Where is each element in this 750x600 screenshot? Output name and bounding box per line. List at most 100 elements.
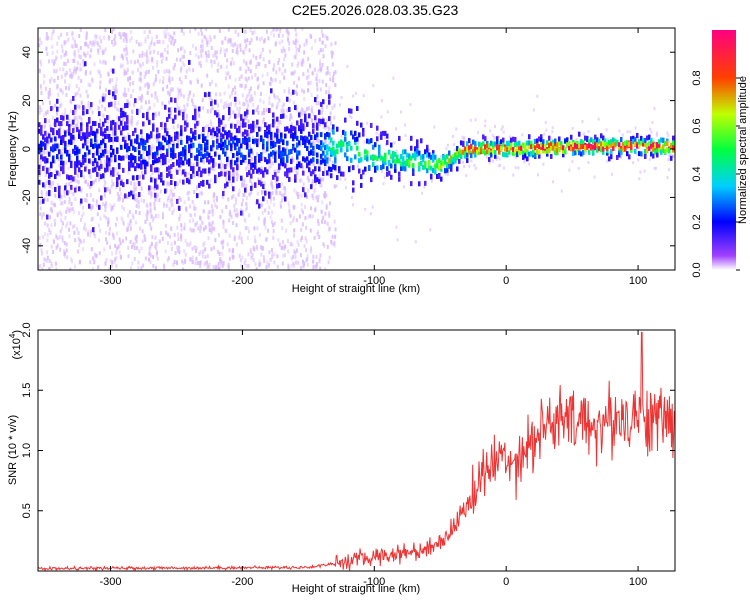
spectrogram-ridge-cell: [124, 143, 127, 149]
spectrogram-noise-cell: [293, 54, 296, 59]
spectrogram-noise-cell: [155, 177, 158, 182]
spectrogram-ridge-cell: [198, 182, 201, 188]
spectrogram-noise-cell: [327, 260, 330, 265]
spectrogram-noise-cell: [54, 69, 57, 74]
spectrogram-noise-cell: [73, 209, 76, 214]
spectrogram-ridge-cell: [202, 133, 205, 139]
spectrogram-noise-cell: [268, 165, 271, 170]
spectrogram-ridge-cell: [166, 140, 169, 146]
spectrogram-noise-cell: [666, 131, 669, 135]
spectrogram-ridge-cell: [194, 155, 197, 161]
spectrogram-ridge-cell: [112, 148, 115, 154]
spectrogram-ridge-cell: [74, 161, 77, 167]
spectrogram-ridge-cell: [472, 149, 475, 155]
spectrogram-ridge-cell: [208, 152, 211, 158]
spectrogram-noise-cell: [74, 108, 77, 113]
spectrogram-ridge-cell: [102, 173, 105, 179]
spectrogram-noise-cell: [279, 28, 282, 31]
spectrogram-ridge-cell: [292, 125, 295, 131]
spectrogram-noise-cell: [127, 87, 130, 92]
spectrogram-ridge-cell: [428, 165, 431, 171]
spectrogram-noise-cell: [149, 260, 152, 265]
spectrogram-noise-cell: [43, 150, 46, 155]
spectrogram-noise-cell: [319, 48, 322, 53]
spectrogram-noise-cell: [399, 110, 402, 114]
spectrogram-noise-cell: [330, 42, 333, 47]
spectrogram-ridge-cell: [306, 156, 309, 162]
spectrogram-noise-cell: [182, 109, 185, 114]
spectrogram-noise-cell: [293, 250, 296, 255]
spectrogram-noise-cell: [141, 93, 144, 98]
spectrogram-noise-cell: [293, 228, 296, 233]
spectrogram-ridge-cell: [408, 162, 411, 168]
spectrogram-ridge-cell: [308, 139, 311, 145]
spectrogram-ridge-cell: [82, 110, 85, 116]
spectrogram-noise-cell: [331, 54, 334, 59]
spectrogram-noise-cell: [372, 84, 375, 88]
spectrogram-noise-cell: [198, 141, 201, 146]
spectrogram-ridge-cell: [248, 159, 251, 165]
spectrogram-noise-cell: [193, 212, 196, 217]
spectrogram-noise-cell: [235, 242, 238, 247]
spectrogram-ridge-cell: [452, 159, 455, 165]
spectrogram-ridge-cell: [448, 158, 451, 164]
spectrogram-noise-cell: [269, 127, 272, 132]
spectrogram-noise-cell: [293, 248, 296, 253]
spectrogram-noise-cell: [114, 41, 117, 46]
spectrogram-noise-cell: [331, 106, 334, 111]
spectrogram-noise-cell: [52, 62, 55, 67]
spectrogram-noise-cell: [149, 194, 152, 199]
spectrogram-noise-cell: [45, 46, 48, 51]
spectrogram-noise-cell: [176, 102, 179, 107]
spectrogram-noise-cell: [49, 207, 52, 212]
spectrogram-ridge-cell: [46, 168, 49, 174]
spectrogram-ridge-cell: [114, 136, 117, 142]
spectrogram-ridge-cell: [126, 143, 129, 149]
spectrogram-ridge-cell: [364, 166, 367, 172]
spectrogram-ridge-cell: [244, 122, 247, 128]
spectrogram-ridge-cell: [66, 151, 69, 157]
spectrogram-ridge-cell: [110, 136, 113, 142]
spectrogram-noise-cell: [120, 216, 123, 221]
spectrogram-ridge-cell: [186, 122, 189, 128]
spectrogram-noise-cell: [237, 192, 240, 197]
spectrogram-noise-cell: [53, 159, 56, 164]
spectrogram-noise-cell: [38, 110, 41, 115]
snr-x-tick-label: 100: [629, 576, 647, 588]
spectrogram-noise-cell: [313, 67, 316, 72]
spectrogram-noise-cell: [117, 244, 120, 249]
spectrogram-ridge-cell: [522, 150, 525, 156]
spectrogram-ridge-cell: [550, 145, 553, 151]
spectrogram-noise-cell: [117, 197, 120, 202]
spectrogram-ridge-cell: [290, 124, 293, 130]
spectrogram-noise-cell: [194, 118, 197, 123]
spectrogram-noise-cell: [90, 247, 93, 252]
spectrogram-noise-cell: [227, 28, 230, 33]
spectrogram-ridge-cell: [160, 153, 163, 159]
spectrogram-noise-cell: [392, 76, 395, 80]
spectrogram-ridge-cell: [112, 119, 115, 125]
spectrogram-noise-cell: [166, 181, 169, 186]
spectrogram-noise-cell: [50, 200, 53, 205]
spectrogram-ridge-cell: [176, 198, 179, 204]
spectrogram-noise-cell: [264, 149, 267, 154]
spectrogram-noise-cell: [49, 215, 52, 220]
spectrogram-ridge-cell: [312, 169, 315, 175]
spectrogram-ridge-cell: [234, 113, 237, 119]
spectrogram-ridge-cell: [320, 132, 323, 138]
spectrogram-noise-cell: [300, 227, 303, 232]
spectrogram-ridge-cell: [206, 179, 209, 185]
spectrogram-noise-cell: [247, 103, 250, 108]
spectrogram-noise-cell: [188, 91, 191, 96]
spectrogram-noise-cell: [191, 101, 194, 106]
spectrogram-ridge-cell: [606, 150, 609, 156]
spectrogram-ridge-cell: [296, 142, 299, 148]
spectrogram-noise-cell: [282, 110, 285, 115]
spectrogram-noise-cell: [322, 125, 325, 130]
spectrogram-noise-cell: [276, 126, 279, 131]
spectrogram-ridge-cell: [360, 122, 363, 128]
spectrogram-ridge-cell: [62, 115, 65, 121]
spectrogram-noise-cell: [78, 104, 81, 109]
spectrogram-noise-cell: [319, 253, 322, 258]
spectrogram-ridge-cell: [352, 180, 355, 186]
